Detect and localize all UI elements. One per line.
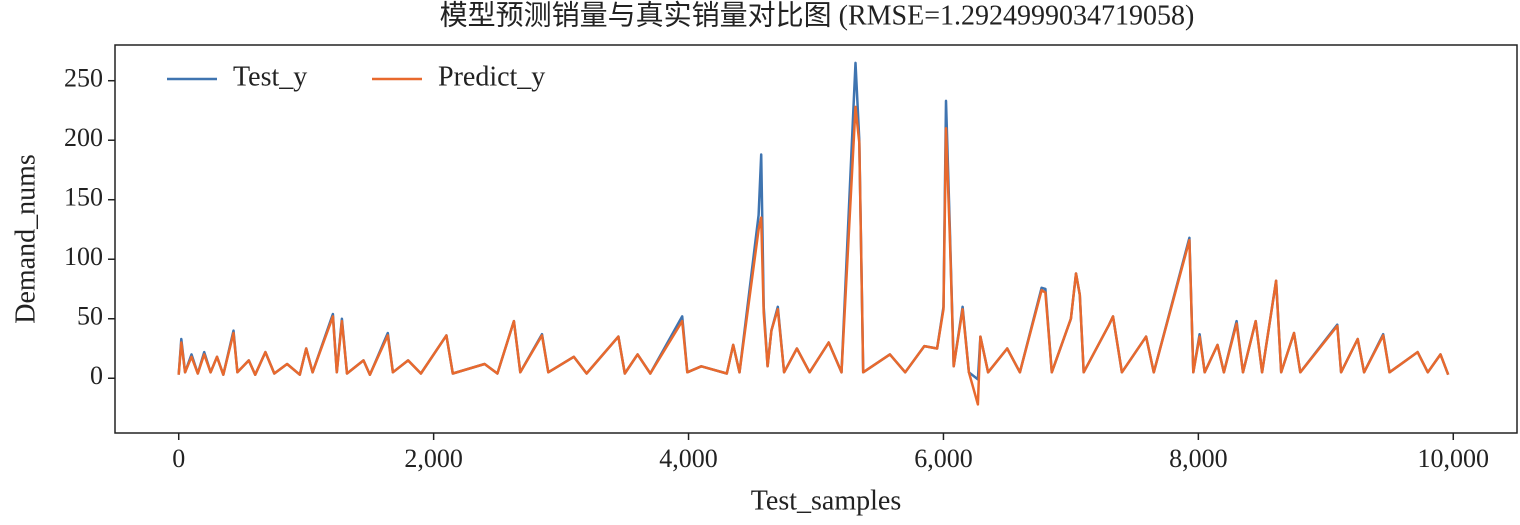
x-tick-label: 4,000 [659,444,718,473]
legend-label: Predict_y [438,61,545,92]
y-tick-label: 200 [64,123,103,152]
x-axis-label: Test_samples [751,485,901,516]
x-tick-label: 6,000 [914,444,973,473]
y-tick-label: 250 [64,64,103,93]
legend-label: Test_y [233,61,307,92]
y-tick-label: 50 [77,302,103,331]
plot-frame [114,44,1518,434]
y-axis-label: Demand_nums [10,154,41,324]
x-tick-label: 8,000 [1169,444,1228,473]
x-tick-label: 2,000 [404,444,463,473]
y-tick-label: 0 [90,361,103,390]
y-tick-label: 100 [64,242,103,271]
x-tick-label: 0 [172,444,185,473]
series-line [177,105,1450,406]
chart-title: 模型预测销量与真实销量对比图 (RMSE=1.2924999034719058) [440,0,1195,31]
y-tick-label: 150 [64,183,103,212]
x-tick-label: 10,000 [1418,444,1490,473]
